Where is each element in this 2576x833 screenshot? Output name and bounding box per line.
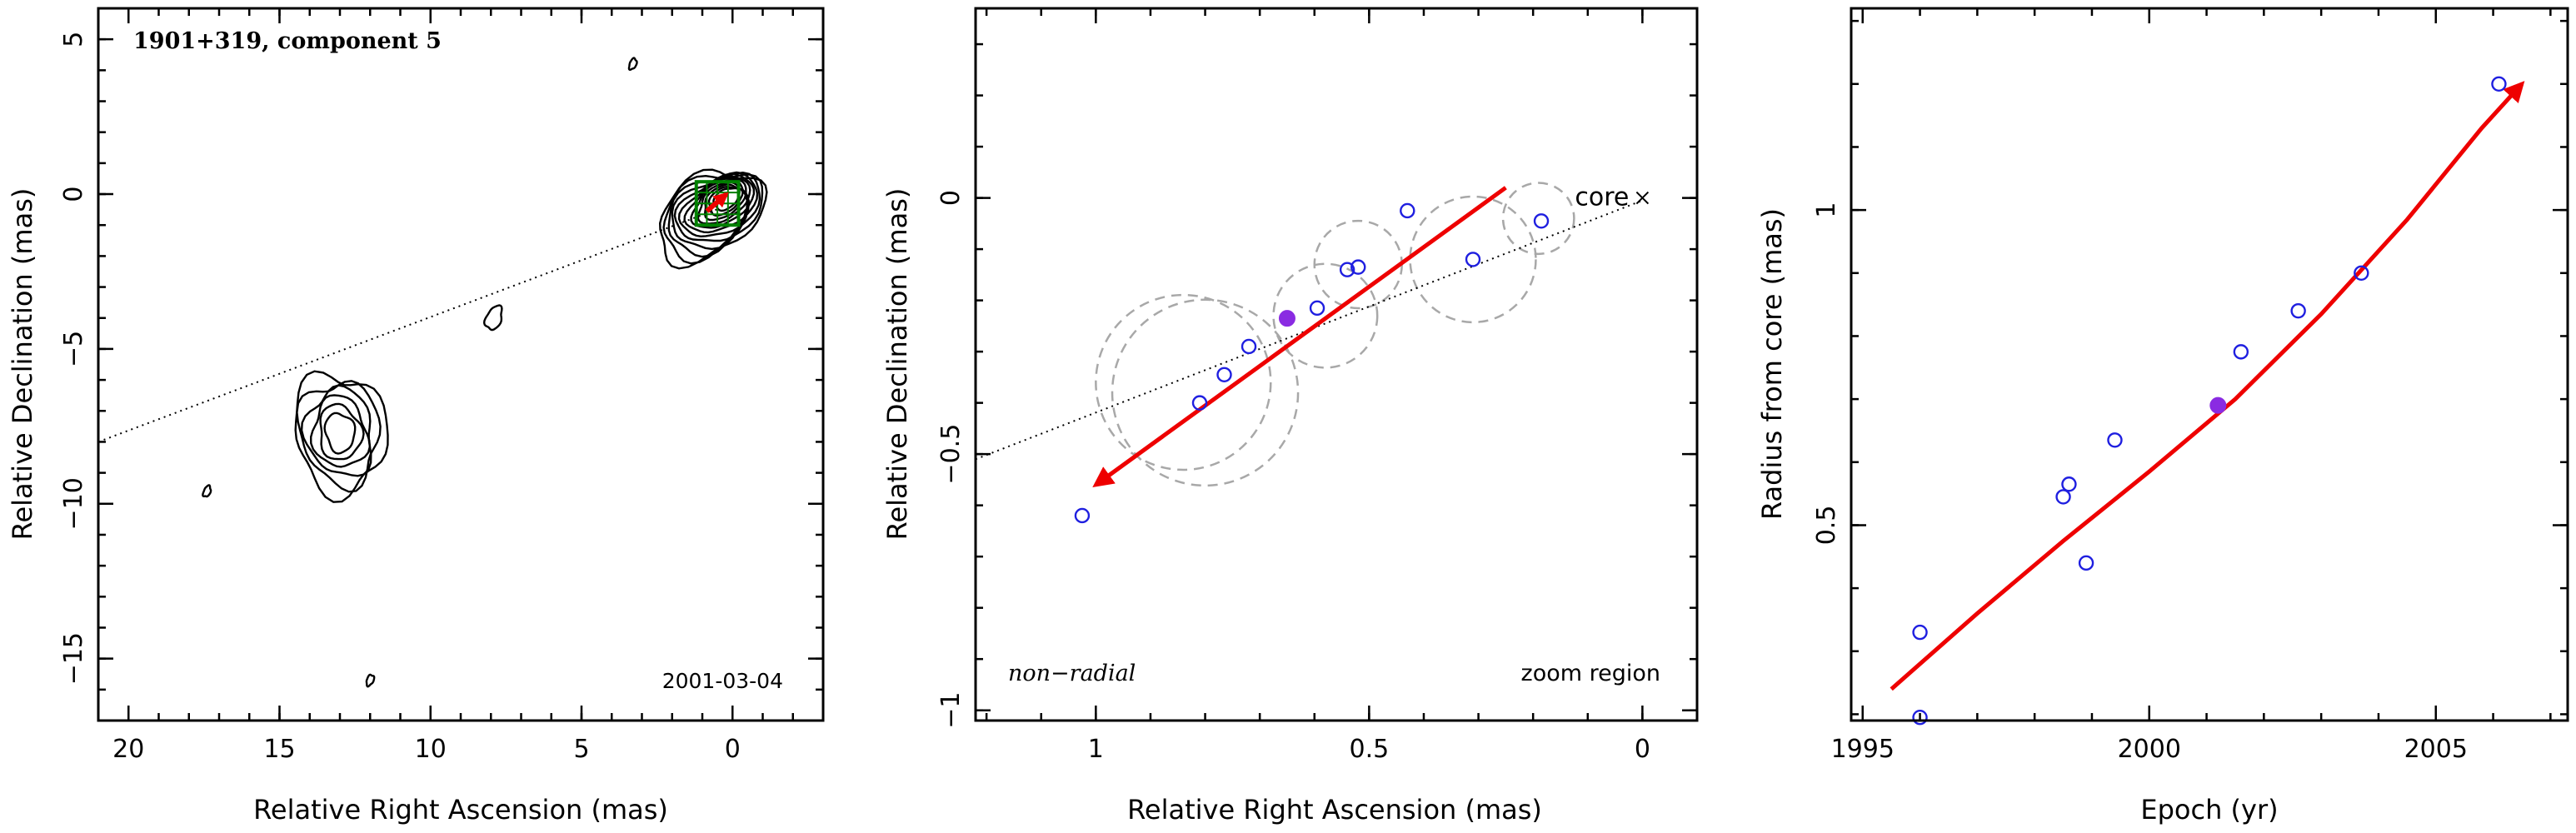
- x-tick-label: 15: [263, 735, 295, 764]
- non-radial-label: non−radial: [1008, 661, 1136, 686]
- position-marker: [1241, 338, 1257, 355]
- y-axis-label: Relative Declination (mas): [7, 188, 38, 541]
- jet-direction-line: [975, 199, 1643, 461]
- x-tick-label: 20: [112, 735, 144, 764]
- fit-curve: [1890, 81, 2525, 691]
- x-tick-label: 10: [415, 735, 447, 764]
- x-tick-label: 5: [573, 735, 589, 764]
- y-tick-label: −0.5: [936, 424, 966, 485]
- position-marker: [1350, 259, 1366, 275]
- y-axis-label: Relative Declination (mas): [881, 188, 913, 541]
- position-marker: [1400, 202, 1415, 219]
- motion-arrow: [1092, 186, 1507, 487]
- plot-frame: [974, 7, 1699, 722]
- axis-ticks: 20 15 10 5 0 5 0 −5 −10 −15: [59, 8, 823, 764]
- jet-direction-line: [97, 207, 721, 443]
- position-marker: [1309, 300, 1325, 317]
- plot-frame: [1850, 7, 2569, 722]
- radius-epoch-panel: 1995 2000 2005 0.5 1 Epoch (yr) Radius from …: [1756, 7, 2569, 826]
- x-axis-label: Epoch (yr): [2140, 794, 2278, 826]
- x-tick-label: 0: [1635, 735, 1650, 764]
- position-marker: [1074, 507, 1091, 524]
- error-circle: [1409, 195, 1537, 324]
- small-contour: [627, 57, 638, 72]
- current-epoch-marker: [1278, 310, 1295, 327]
- core-contour: [662, 173, 764, 265]
- radius-marker: [2290, 302, 2306, 319]
- y-tick-label: 0.5: [1812, 506, 1841, 546]
- y-tick-label: 5: [59, 32, 88, 47]
- y-tick-label: −1: [936, 692, 966, 729]
- plot-frame: [97, 7, 825, 722]
- error-circle: [1272, 262, 1379, 369]
- core-label: core: [1575, 183, 1629, 212]
- error-circle: [1111, 298, 1300, 487]
- panel-title: 1901+319, component 5: [133, 28, 442, 54]
- radius-marker: [2233, 344, 2249, 360]
- radius-marker: [2061, 476, 2077, 492]
- axis-ticks: 1 0.5 0 0 −0.5 −1: [936, 8, 1697, 764]
- zoom-region-label: zoom region: [1521, 661, 1660, 686]
- x-tick-label: 1995: [1831, 735, 1895, 764]
- x-tick-label: 1: [1088, 735, 1104, 764]
- y-tick-label: −10: [59, 477, 88, 530]
- y-tick-label: 1: [1812, 202, 1841, 218]
- x-tick-label: 2005: [2404, 735, 2468, 764]
- radius-marker: [2491, 76, 2507, 92]
- lobe-contour: [309, 394, 372, 468]
- position-marker: [1191, 395, 1208, 411]
- small-contour: [482, 304, 503, 332]
- epoch-date-label: 2001-03-04: [662, 669, 783, 693]
- small-contour: [202, 484, 212, 498]
- radius-marker: [2354, 265, 2369, 281]
- zoom-plot-area: core: [975, 182, 1650, 524]
- lobe-contour: [319, 402, 365, 461]
- y-axis-label: Radius from core (mas): [1756, 208, 1788, 520]
- zoom-region-panel: core 1 0.5 0 0 −0.5 −1 non−radial zoom region…: [881, 7, 1699, 826]
- contour-map-panel: 20 15 10 5 0 5 0 −5 −10 −15 1901+319, component 5…: [7, 7, 825, 826]
- position-marker: [1216, 367, 1232, 383]
- position-marker: [1533, 213, 1550, 229]
- lobe-contour: [294, 370, 389, 503]
- y-tick-label: 0: [59, 186, 88, 202]
- x-tick-label: 2000: [2118, 735, 2181, 764]
- position-marker: [1465, 252, 1481, 267]
- contour-plot-area: [97, 57, 768, 688]
- y-tick-label: −15: [59, 632, 88, 685]
- radius-marker: [1912, 710, 1928, 726]
- motion-arrow: [705, 192, 729, 213]
- lobe-contour: [296, 380, 382, 493]
- lobe-contour: [323, 412, 357, 455]
- core-contour: [683, 177, 750, 234]
- x-tick-label: 0.5: [1350, 735, 1390, 764]
- axis-ticks: 1995 2000 2005 0.5 1: [1812, 8, 2568, 764]
- x-axis-label: Relative Right Ascension (mas): [1127, 794, 1542, 826]
- lobe-contour: [300, 384, 372, 477]
- y-tick-label: 0: [936, 190, 966, 206]
- core-contour: [658, 168, 768, 270]
- small-contour: [365, 673, 376, 688]
- radius-marker: [2055, 489, 2071, 505]
- radius-plot-area: [1890, 76, 2525, 726]
- x-tick-label: 0: [725, 735, 741, 764]
- error-circle: [1501, 182, 1575, 256]
- radius-marker: [2107, 432, 2123, 448]
- current-epoch-marker: [2209, 397, 2227, 414]
- position-marker: [1339, 262, 1355, 277]
- radius-marker: [1912, 624, 1928, 641]
- x-axis-label: Relative Right Ascension (mas): [253, 794, 668, 826]
- y-tick-label: −5: [59, 331, 88, 367]
- error-circle: [1095, 293, 1272, 471]
- radius-marker: [2078, 555, 2094, 571]
- core-marker: [1635, 191, 1650, 205]
